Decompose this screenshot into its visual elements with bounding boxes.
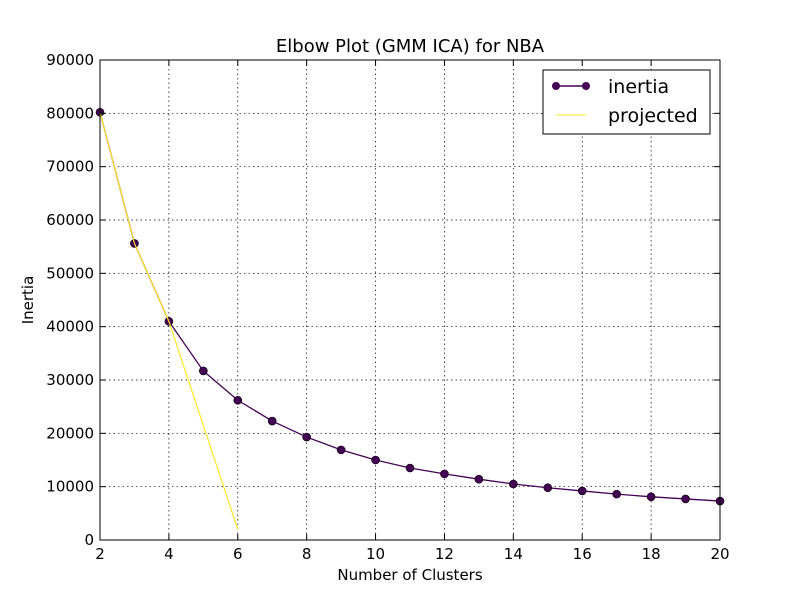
y-axis-label: Inertia	[19, 276, 37, 325]
x-tick-label: 4	[164, 545, 174, 563]
y-tick-label: 10000	[46, 478, 94, 496]
data-point-inertia	[646, 492, 656, 502]
x-tick-label: 10	[366, 545, 385, 563]
data-point-inertia	[267, 416, 277, 426]
legend: inertia projected	[542, 69, 711, 135]
data-point-inertia	[681, 494, 690, 504]
series-layer	[95, 107, 725, 530]
y-tick-label: 90000	[46, 51, 94, 69]
y-tick-label: 0	[84, 531, 94, 549]
y-tick-label: 80000	[46, 104, 94, 122]
y-tick-label: 20000	[46, 424, 94, 442]
chart-title: Elbow Plot (GMM ICA) for NBA	[276, 36, 545, 57]
data-point-inertia	[543, 483, 553, 493]
series-line-projected	[99, 112, 239, 530]
data-point-inertia	[474, 474, 484, 484]
y-tick-label: 30000	[46, 371, 94, 389]
x-tick-label: 20	[710, 545, 729, 563]
plot-frame	[99, 59, 721, 541]
data-point-inertia	[233, 395, 243, 405]
data-point-inertia	[612, 489, 621, 499]
legend-label-inertia: inertia	[608, 76, 669, 98]
legend-marker-inertia	[582, 82, 590, 90]
x-tick-label: 14	[504, 545, 523, 563]
axis-ticks: 2 4 6 8 10 12 14 16 18 20 0 10000 20000 30000 40000 500…	[46, 51, 729, 563]
x-tick-label: 8	[302, 545, 312, 563]
y-tick-label: 60000	[46, 211, 94, 229]
data-point-inertia	[509, 479, 518, 489]
data-point-inertia	[302, 432, 311, 442]
data-point-inertia	[405, 463, 415, 473]
legend-marker-inertia	[552, 82, 560, 90]
data-point-inertia	[199, 366, 208, 376]
series-line-inertia	[99, 112, 721, 502]
y-tick-label: 70000	[46, 158, 94, 176]
data-point-inertia	[371, 455, 380, 465]
y-tick-label: 40000	[46, 318, 94, 336]
y-tick-label: 50000	[46, 264, 94, 282]
legend-box	[542, 69, 711, 135]
data-point-inertia	[336, 445, 346, 455]
x-tick-label: 6	[233, 545, 243, 563]
x-tick-label: 12	[435, 545, 454, 563]
grid-lines	[100, 60, 720, 540]
x-axis-label: Number of Clusters	[337, 566, 482, 584]
data-point-inertia	[440, 469, 449, 479]
x-tick-label: 18	[642, 545, 661, 563]
x-tick-label: 2	[95, 545, 105, 563]
x-tick-label: 16	[573, 545, 592, 563]
data-point-inertia	[577, 486, 587, 496]
legend-label-projected: projected	[608, 105, 698, 127]
